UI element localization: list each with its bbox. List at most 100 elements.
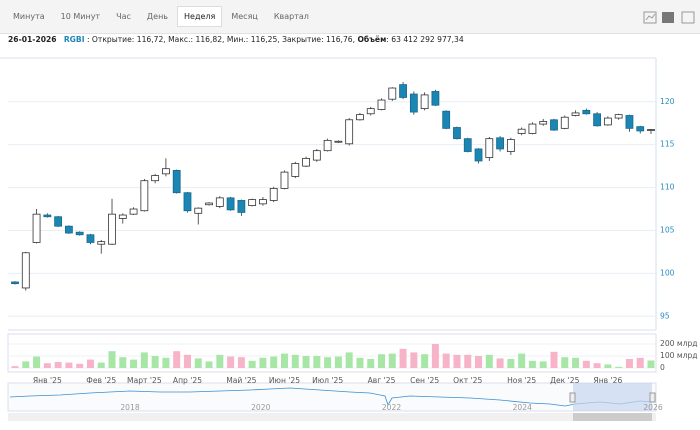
candle-body xyxy=(172,170,181,194)
candle-body xyxy=(528,123,537,134)
candle-body xyxy=(151,175,160,182)
info-line: 26-01-2026 RGBI : Открытие: 116,72, Макс… xyxy=(8,35,464,44)
scrollbar-thumb[interactable] xyxy=(573,413,652,421)
candle-body xyxy=(323,139,332,152)
volume-bar xyxy=(86,359,94,368)
navigator-handle[interactable] xyxy=(569,392,576,403)
tab[interactable]: День xyxy=(146,12,169,21)
candle-body xyxy=(259,199,267,205)
volume-bar xyxy=(194,358,202,368)
candle-body xyxy=(75,231,84,236)
volume-bar xyxy=(65,362,73,368)
y-tick-label: 95 xyxy=(660,311,670,320)
candle-body xyxy=(496,137,504,150)
volume-bar xyxy=(291,354,299,368)
volume-bar xyxy=(528,360,536,368)
navigator-selection[interactable] xyxy=(573,383,652,411)
x-tick-label: Июн '25 xyxy=(269,376,300,385)
volume-bar xyxy=(550,351,558,368)
icon-bars[interactable] xyxy=(681,11,695,24)
volume-bar xyxy=(43,363,51,368)
volume-bar xyxy=(539,361,547,368)
candle-body xyxy=(409,93,418,113)
volume-bar xyxy=(615,366,623,368)
date: 26-01-2026 xyxy=(8,35,57,44)
volume-bar xyxy=(22,361,30,368)
navigator[interactable] xyxy=(7,382,657,412)
navigator-handle[interactable] xyxy=(649,392,656,403)
candle-body xyxy=(86,234,95,243)
volume-bar xyxy=(475,356,483,368)
tab[interactable]: 10 Минут xyxy=(60,12,101,21)
candle-body xyxy=(582,109,591,115)
x-tick-label: Авг '25 xyxy=(368,376,396,385)
tab[interactable]: Месяц xyxy=(231,12,258,21)
volume-bar xyxy=(313,356,321,368)
volume-bar xyxy=(367,359,375,368)
tab[interactable]: Минута xyxy=(13,12,45,21)
volume-tick-label: 200 млрд xyxy=(660,339,698,348)
volume-bar xyxy=(183,354,191,368)
icon-candle[interactable] xyxy=(662,12,674,23)
volume-bar xyxy=(485,354,493,368)
icon-line[interactable] xyxy=(643,11,657,24)
x-tick-label: Сен '25 xyxy=(410,376,439,385)
tab-active[interactable]: Неделя xyxy=(177,6,223,27)
volume-bar xyxy=(280,353,288,368)
candle-body xyxy=(118,214,127,219)
volume-bar xyxy=(345,352,353,368)
candle-body xyxy=(269,188,278,201)
candle-body xyxy=(237,200,246,213)
candle-body xyxy=(474,148,483,162)
volume-bar xyxy=(453,354,461,368)
tab[interactable]: Час xyxy=(116,12,131,21)
candle-body xyxy=(215,197,224,207)
candle-body xyxy=(334,140,343,143)
candle-body xyxy=(64,225,73,234)
volume-bar xyxy=(227,356,235,368)
volume-bar xyxy=(162,357,170,368)
y-tick-label: 115 xyxy=(660,140,675,149)
candle-body xyxy=(366,108,375,115)
volume-bar xyxy=(410,352,418,368)
volume-label: Объём xyxy=(357,35,387,44)
candle-body xyxy=(21,252,30,289)
candle-body xyxy=(550,119,558,131)
y-tick-label: 105 xyxy=(660,225,675,234)
toolbar-icons[interactable] xyxy=(643,11,695,24)
volume-bar xyxy=(130,359,138,368)
candle-body xyxy=(43,214,52,218)
volume-bar xyxy=(151,356,159,368)
candle-body xyxy=(97,241,106,245)
scrollbar[interactable] xyxy=(8,413,656,421)
volume-bar xyxy=(270,356,278,368)
candle-body xyxy=(280,171,289,189)
volume-bar xyxy=(173,351,181,368)
volume-bar xyxy=(33,356,41,368)
ticker[interactable]: RGBI xyxy=(63,35,85,44)
volume-bar xyxy=(356,357,364,368)
candle-body xyxy=(636,126,645,132)
candle-body xyxy=(614,114,623,119)
candle-body xyxy=(183,192,192,212)
volume-text: : 63 412 292 977,34 xyxy=(386,35,464,44)
candle-body xyxy=(485,138,494,158)
volume-bar xyxy=(302,356,310,368)
x-tick-label: Окт '25 xyxy=(453,376,482,385)
candle-body xyxy=(54,216,63,227)
volume-bar xyxy=(442,353,450,368)
tab[interactable]: Квартал xyxy=(273,12,309,21)
volume-bar xyxy=(140,352,148,368)
volume-bar xyxy=(431,344,439,368)
volume-bar xyxy=(378,354,386,368)
candle-body xyxy=(571,112,580,116)
candle-body xyxy=(517,128,526,134)
x-tick-label: Май '25 xyxy=(226,376,256,385)
volume-bar xyxy=(582,360,590,368)
candle-body xyxy=(463,138,472,152)
volume-bar xyxy=(205,361,213,368)
navigator-label: 2022 xyxy=(382,403,401,412)
ohlc: : Открытие: 116,72, Макс.: 116,82, Мин.:… xyxy=(86,35,356,44)
candle-body xyxy=(194,207,203,214)
